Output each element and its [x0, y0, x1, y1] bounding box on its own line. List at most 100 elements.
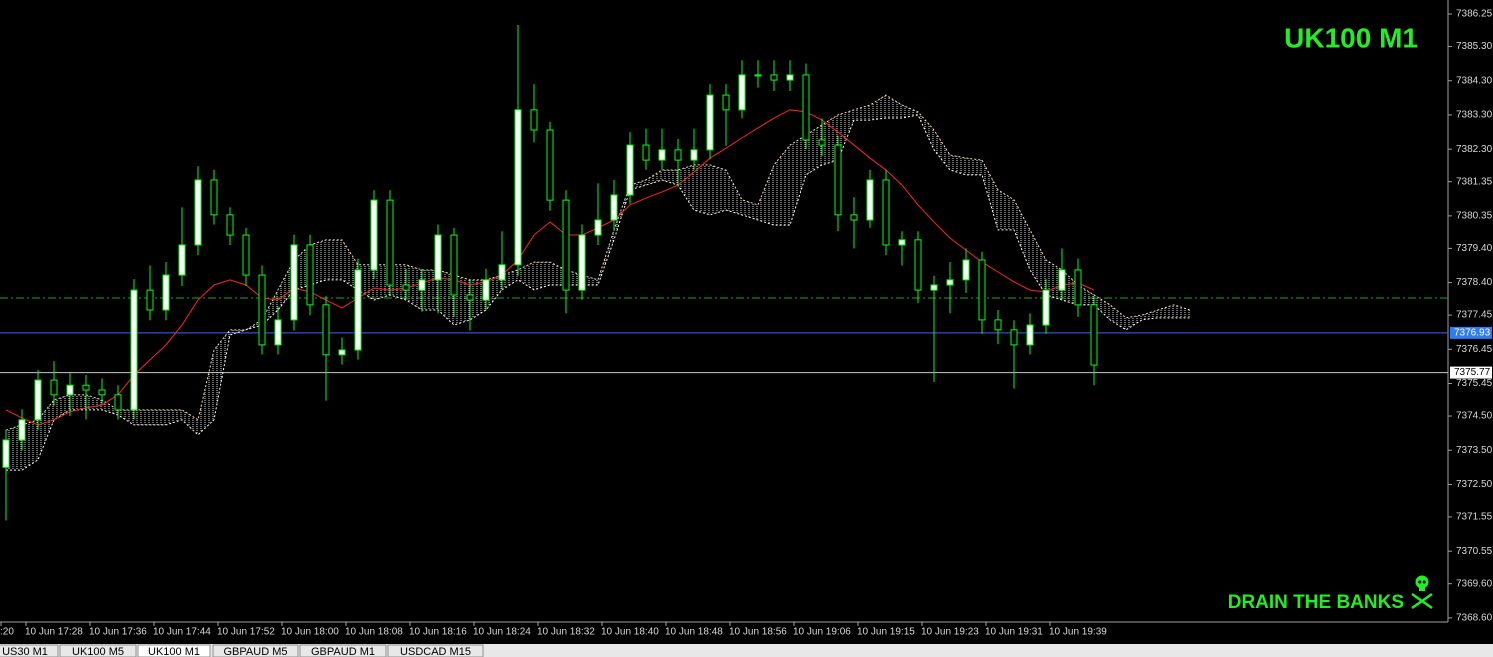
y-tick-label: 7374.50 [1456, 411, 1493, 422]
y-tick-label: 7380.35 [1456, 211, 1493, 222]
x-tick-label: 10 Jun 18:00 [281, 627, 339, 638]
candle-body [162, 274, 170, 311]
tab-label: GBPAUD M1 [311, 646, 375, 657]
x-tick-label: 10 Jun 17:52 [217, 627, 275, 638]
candle-body [482, 279, 490, 301]
tab[interactable] [212, 644, 299, 657]
tab-label: GBPAUD M5 [224, 646, 288, 657]
skull-icon [1411, 575, 1433, 610]
candle-body [18, 419, 26, 441]
x-tick-label: 10 Jun 19:23 [921, 627, 979, 638]
x-tick-label: 10 Jun 19:15 [857, 627, 915, 638]
candle-body [818, 139, 826, 146]
x-tick-label: :20 [0, 627, 14, 638]
candle-body [594, 219, 602, 236]
y-tick-label: 7372.50 [1456, 479, 1493, 490]
candle-body [98, 389, 106, 396]
candle-body [978, 259, 986, 321]
x-tick-label: 10 Jun 18:40 [601, 627, 659, 638]
tab[interactable] [0, 644, 59, 657]
x-tick-label: 10 Jun 19:06 [793, 627, 851, 638]
x-tick-label: 10 Jun 18:08 [345, 627, 403, 638]
x-tick-label: 10 Jun 18:24 [473, 627, 531, 638]
candle-body [546, 129, 554, 201]
candle-body [1026, 324, 1034, 346]
candle-body [738, 74, 746, 111]
x-tick-label: 10 Jun 17:36 [89, 627, 147, 638]
candle-body [466, 294, 474, 301]
candle-body [562, 199, 570, 291]
y-tick-label: 7377.45 [1456, 310, 1493, 321]
candle-body [306, 244, 314, 306]
tab[interactable] [299, 644, 387, 657]
candle-body [962, 259, 970, 281]
price-label: 7376.93 [1454, 328, 1491, 339]
y-tick-label: 7385.30 [1456, 41, 1493, 52]
chart-title: UK100 M1 [1284, 22, 1418, 53]
y-tick-label: 7373.50 [1456, 445, 1493, 456]
moving-average [5, 109, 1095, 426]
candle-body [274, 319, 282, 346]
candle-body [226, 214, 234, 236]
candle-body [898, 239, 906, 246]
y-tick-label: 7383.30 [1456, 110, 1493, 121]
y-tick-label: 7371.55 [1456, 512, 1493, 523]
y-tick-label: 7376.45 [1456, 344, 1493, 355]
x-tick-label: 10 Jun 17:44 [153, 627, 211, 638]
candle-body [370, 199, 378, 271]
y-tick-label: 7382.30 [1456, 144, 1493, 155]
candle-body [338, 349, 346, 356]
x-tick-label: 10 Jun 18:16 [409, 627, 467, 638]
candle-body [322, 304, 330, 356]
x-tick-label: 10 Jun 17:28 [25, 627, 83, 638]
candle-body [530, 109, 538, 131]
candle-body [770, 74, 778, 81]
candle-body [434, 234, 442, 281]
candle-body [130, 289, 138, 411]
candle-body [1090, 304, 1098, 366]
candle-body [658, 149, 666, 161]
x-tick-label: 10 Jun 18:56 [729, 627, 787, 638]
candle-body [258, 274, 266, 346]
candle-body [914, 239, 922, 291]
tab-label: UK100 M1 [148, 646, 200, 657]
x-tick-label: 10 Jun 19:39 [1049, 627, 1107, 638]
candle-body [802, 74, 810, 141]
candle-body [1010, 329, 1018, 346]
candle-body [706, 94, 714, 151]
tab-label: USDCAD M15 [400, 646, 471, 657]
tab[interactable] [137, 644, 211, 657]
candle-body [642, 144, 650, 161]
tab[interactable] [387, 644, 484, 657]
price-label: 7375.77 [1454, 367, 1491, 378]
candle-body [498, 264, 506, 281]
candle-body [82, 384, 90, 391]
x-tick-label: 10 Jun 19:31 [985, 627, 1043, 638]
candle-body [386, 199, 394, 286]
y-tick-label: 7384.30 [1456, 75, 1493, 86]
candle-body [882, 179, 890, 246]
candle-body [690, 149, 698, 161]
candle-body [1058, 269, 1066, 291]
candle-body [34, 379, 42, 421]
candle-body [850, 214, 858, 221]
candle-body [610, 194, 618, 221]
candle-body [146, 289, 154, 311]
candle-body [1074, 269, 1082, 306]
candle-body [66, 384, 74, 396]
candle-body [354, 269, 362, 351]
y-tick-label: 7381.35 [1456, 176, 1493, 187]
candle-body [242, 234, 250, 276]
cloud-span-b [6, 114, 1190, 471]
candle-body [1042, 289, 1050, 326]
candle-body [722, 94, 730, 111]
cloud-fill [6, 95, 1190, 471]
candle-body [114, 394, 122, 411]
candle-body [514, 109, 522, 266]
y-tick-label: 7378.40 [1456, 277, 1493, 288]
tab[interactable] [59, 644, 137, 657]
y-tick-label: 7370.55 [1456, 546, 1493, 557]
candle-body [674, 149, 682, 161]
candle-body [626, 144, 634, 196]
